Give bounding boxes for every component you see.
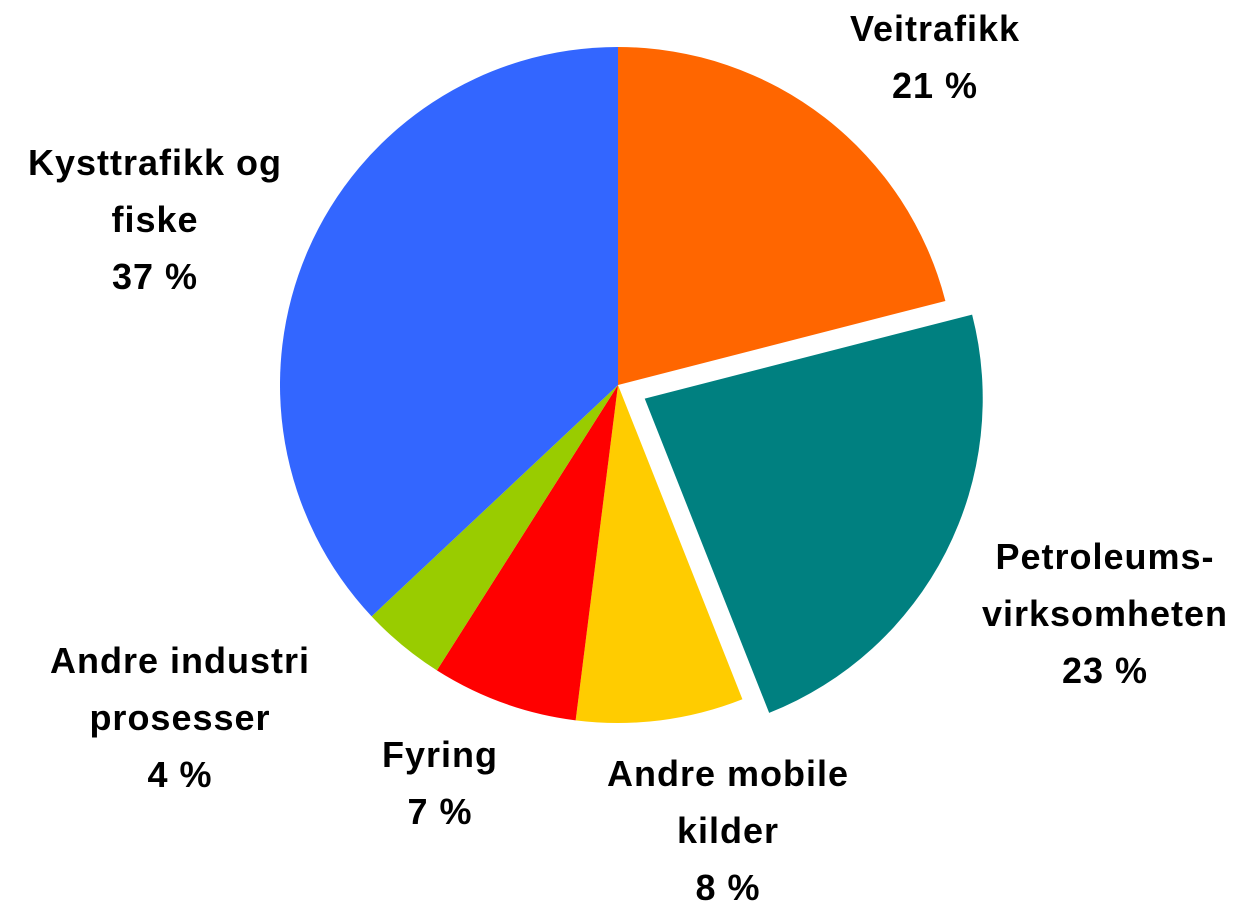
value-label: 8 %: [695, 867, 761, 901]
category-label: Fyring: [381, 734, 498, 775]
pie-slice: [644, 314, 983, 713]
slice-label: Kysttrafikk og fiske 37 %: [5, 134, 305, 305]
category-label: Andre mobile kilder: [606, 753, 850, 851]
slice-label: Andre industri prosesser 4 %: [25, 632, 335, 803]
value-label: 21 %: [891, 65, 979, 106]
slice-label: Veitrafikk 21 %: [785, 0, 1085, 114]
pie-slice: [280, 46, 618, 617]
category-label: Kysttrafikk og fiske: [27, 142, 283, 240]
category-label: Petroleums-virksomheten: [981, 536, 1229, 634]
slice-label: Andre mobile kilder 8 %: [583, 745, 873, 901]
value-label: 23 %: [1061, 650, 1149, 691]
slice-label: Petroleums-virksomheten 23 %: [955, 528, 1247, 699]
category-label: Veitrafikk: [849, 8, 1021, 49]
pie-slice: [371, 385, 618, 671]
value-label: 37 %: [111, 256, 199, 297]
pie-slice: [436, 385, 618, 721]
slice-label: Fyring 7 %: [330, 726, 550, 840]
pie-slice: [575, 385, 743, 724]
value-label: 7 %: [407, 791, 473, 832]
category-label: Andre industri prosesser: [49, 640, 310, 738]
pie-slice: [618, 47, 946, 385]
value-label: 4 %: [147, 754, 213, 795]
